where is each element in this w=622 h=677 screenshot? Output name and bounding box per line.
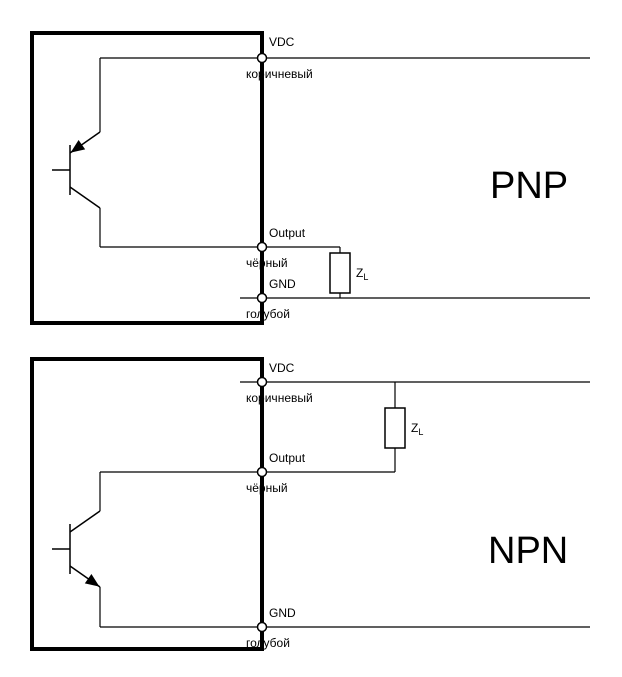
svg-text:VDC: VDC (269, 35, 295, 49)
svg-text:голубой: голубой (246, 307, 290, 321)
svg-text:чёрный: чёрный (246, 256, 288, 270)
circuit-diagram: ZL VDC коричневый Output чёрный GND голубой PNP… (0, 0, 622, 677)
svg-text:PNP: PNP (490, 165, 568, 207)
svg-text:чёрный: чёрный (246, 481, 288, 495)
svg-text:Output: Output (269, 451, 306, 465)
svg-text:ZL: ZL (411, 421, 423, 437)
svg-text:GND: GND (269, 277, 296, 291)
svg-text:коричневый: коричневый (246, 391, 313, 405)
svg-text:VDC: VDC (269, 361, 295, 375)
svg-text:GND: GND (269, 606, 296, 620)
svg-text:Output: Output (269, 226, 306, 240)
svg-text:ZL: ZL (356, 266, 368, 282)
svg-text:голубой: голубой (246, 636, 290, 650)
svg-text:коричневый: коричневый (246, 67, 313, 81)
svg-text:NPN: NPN (488, 530, 568, 572)
